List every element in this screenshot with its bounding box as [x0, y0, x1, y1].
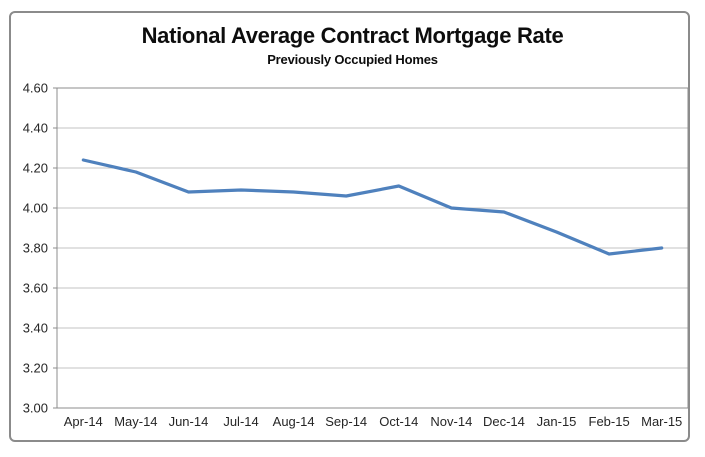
x-axis-label: Dec-14: [483, 414, 525, 429]
y-axis-label: 3.00: [23, 401, 48, 416]
y-axis-label: 3.20: [23, 361, 48, 376]
y-axis-label: 4.00: [23, 201, 48, 216]
x-axis-label: Jan-15: [537, 414, 577, 429]
y-axis-label: 3.40: [23, 321, 48, 336]
chart-title: National Average Contract Mortgage Rate: [141, 23, 564, 48]
x-axis-label: May-14: [114, 414, 157, 429]
plot-area-border: [56, 87, 689, 409]
x-axis-label: Jul-14: [223, 414, 258, 429]
chart-frame: [9, 11, 690, 442]
x-axis-label: Apr-14: [64, 414, 103, 429]
y-axis-label: 4.40: [23, 121, 48, 136]
chart-subtitle: Previously Occupied Homes: [267, 52, 438, 67]
y-axis-label: 3.80: [23, 241, 48, 256]
y-axis-label: 4.20: [23, 161, 48, 176]
x-axis-label: Sep-14: [325, 414, 367, 429]
x-axis-label: Oct-14: [379, 414, 418, 429]
y-axis-label: 3.60: [23, 281, 48, 296]
y-axis-label: 4.60: [23, 81, 48, 96]
x-axis-label: Nov-14: [430, 414, 472, 429]
x-axis-label: Mar-15: [641, 414, 682, 429]
data-line-mortgage-rate: [81, 158, 664, 256]
x-axis-label: Jun-14: [169, 414, 209, 429]
x-axis-label: Feb-15: [589, 414, 630, 429]
x-axis-label: Aug-14: [273, 414, 315, 429]
